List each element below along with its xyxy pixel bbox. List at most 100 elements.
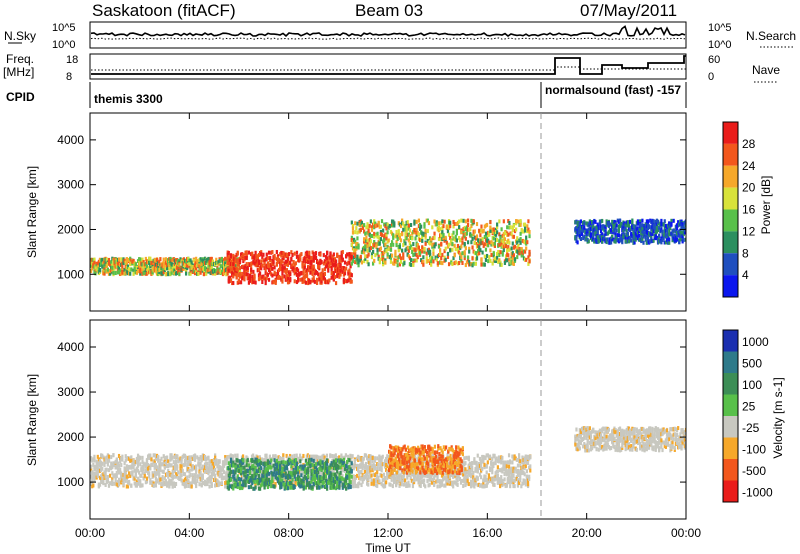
power-scatter-cell — [104, 257, 107, 262]
power-scatter-cell — [311, 265, 314, 270]
power-scatter-cell — [252, 255, 255, 260]
velocity-scatter-cell — [393, 478, 397, 483]
velocity-scatter-cell — [188, 474, 191, 479]
power-scatter-cell — [578, 225, 581, 230]
velocity-scatter-cell — [164, 461, 168, 466]
velocity-scatter-cell — [214, 477, 217, 482]
velocity-scatter-cell — [446, 481, 449, 486]
power-scatter-cell — [411, 236, 414, 241]
power-scatter-cell — [512, 234, 515, 239]
power-scatter-cell — [506, 248, 509, 253]
power-scatter-cell — [226, 271, 229, 276]
power-scatter-cell — [385, 226, 388, 231]
power-scatter-cell — [624, 226, 627, 231]
velocity-scatter-cell — [442, 472, 445, 477]
power-scatter-cell — [420, 224, 423, 229]
power-scatter-cell — [435, 222, 438, 227]
power-scatter-cell — [361, 247, 365, 252]
velocity-scatter-cell — [282, 456, 285, 461]
power-scatter-cell — [309, 279, 312, 284]
velocity-scatter-cell — [161, 462, 164, 467]
velocity-scatter-cell — [369, 468, 372, 473]
power-scatter-cell — [305, 250, 309, 255]
power-scatter-cell — [139, 271, 142, 276]
velocity-scatter-cell — [111, 465, 114, 470]
power-scatter-cell — [496, 230, 499, 235]
power-scatter-cell — [464, 231, 467, 236]
power-scatter-cell — [404, 248, 407, 253]
power-scatter-cell — [455, 238, 458, 243]
power-scatter-cell — [655, 218, 659, 223]
velocity-scatter-cell — [444, 471, 447, 476]
power-scatter-cell — [525, 241, 528, 246]
power-scatter-cell — [284, 259, 287, 264]
power-scatter-cell — [153, 260, 156, 265]
velocity-scatter-cell — [177, 457, 180, 462]
power-scatter-cell — [668, 225, 671, 230]
power-scatter-cell — [174, 266, 178, 271]
power-scatter-cell — [356, 254, 359, 259]
velocity-scatter-cell — [380, 481, 383, 486]
velocity-scatter-cell — [374, 472, 378, 477]
power-scatter-cell — [503, 242, 507, 247]
power-scatter-cell — [371, 249, 375, 254]
velocity-scatter-cell — [402, 478, 406, 483]
power-scatter-cell — [154, 262, 158, 267]
velocity-scatter-cell — [228, 454, 231, 459]
velocity-scatter-cell — [411, 472, 415, 477]
velocity-scatter-cell — [311, 454, 314, 459]
power-scatter-cell — [649, 231, 652, 236]
power-scatter-cell — [293, 279, 296, 284]
power-scatter-cell — [516, 246, 519, 251]
velocity-scatter-cell — [170, 481, 173, 486]
power-scatter-cell — [305, 258, 309, 263]
power-scatter-cell — [201, 268, 204, 273]
velocity-scatter-cell — [200, 478, 203, 483]
power-scatter-cell — [370, 227, 374, 232]
power-scatter-cell — [580, 228, 584, 233]
power-scatter-cell — [292, 260, 295, 265]
power-scatter-cell — [463, 225, 466, 230]
velocity-scatter-cell — [361, 473, 364, 478]
velocity-scatter-cell — [149, 466, 152, 471]
power-scatter-cell — [614, 239, 617, 244]
power-scatter-cell — [643, 226, 646, 231]
velocity-scatter-cell — [180, 457, 183, 462]
velocity-scatter-cell — [220, 481, 223, 486]
velocity-scatter-cell — [121, 454, 124, 459]
power-scatter-cell — [295, 272, 299, 277]
power-scatter-cell — [432, 248, 435, 253]
power-scatter-cell — [387, 238, 390, 243]
velocity-scatter-cell — [120, 478, 123, 483]
power-scatter-cell — [504, 254, 508, 259]
velocity-scatter-cell — [367, 477, 370, 482]
power-scatter-cell — [141, 271, 144, 276]
power-scatter-cell — [126, 266, 130, 271]
power-scatter-cell — [207, 259, 210, 264]
power-scatter-cell — [351, 246, 355, 251]
power-scatter-cell — [450, 260, 453, 265]
power-scatter-cell — [599, 237, 603, 242]
power-scatter-cell — [456, 220, 460, 225]
power-scatter-cell — [506, 258, 509, 263]
velocity-scatter-cell — [295, 453, 298, 458]
velocity-scatter-cell — [363, 453, 366, 458]
power-scatter-cell — [442, 236, 445, 241]
velocity-scatter-cell — [173, 482, 177, 487]
power-scatter-cell — [324, 280, 328, 285]
power-scatter-cell — [301, 277, 304, 282]
power-scatter-cell — [260, 266, 263, 271]
power-scatter-cell — [653, 226, 656, 231]
velocity-scatter-cell — [145, 468, 149, 473]
power-scatter-cell — [463, 241, 466, 246]
power-scatter-cell — [96, 261, 99, 266]
power-scatter-cell — [625, 220, 628, 225]
velocity-scatter-cell — [217, 470, 220, 475]
power-scatter-cell — [207, 267, 210, 272]
velocity-scatter-cell — [383, 475, 387, 480]
velocity-scatter-cell — [107, 483, 111, 488]
power-scatter-cell — [346, 279, 349, 284]
power-scatter-cell — [512, 223, 515, 228]
power-scatter-cell — [263, 259, 266, 264]
power-scatter-cell — [328, 264, 331, 269]
